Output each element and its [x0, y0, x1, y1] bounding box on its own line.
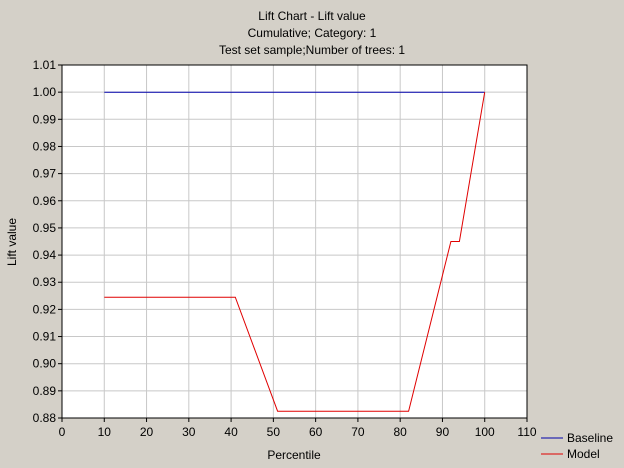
series-line-model: [104, 92, 486, 412]
x-axis-title: Percentile: [267, 448, 321, 462]
y-tick-label: 0.91: [33, 330, 57, 344]
x-tick-label: 60: [309, 425, 323, 439]
x-tick-label: 0: [59, 425, 66, 439]
x-tick-label: 90: [436, 425, 450, 439]
grid-lines: [62, 65, 527, 418]
x-tick-label: 10: [98, 425, 112, 439]
y-tick-label: 0.92: [33, 302, 57, 316]
series-lines: [104, 91, 486, 412]
y-axis-title: Lift value: [5, 218, 19, 266]
y-tick-label: 0.93: [33, 275, 57, 289]
y-tick-label: 1.00: [33, 85, 57, 99]
x-tick-label: 100: [475, 425, 495, 439]
y-tick-label: 0.99: [33, 112, 57, 126]
y-tick-label: 0.95: [33, 221, 57, 235]
x-tick-label: 110: [517, 425, 536, 439]
y-tick-label: 0.96: [33, 194, 57, 208]
y-tick-label: 1.01: [33, 58, 57, 72]
x-tick-label: 80: [394, 425, 408, 439]
y-tick-label: 0.94: [33, 248, 57, 262]
y-tick-label: 0.88: [33, 411, 57, 425]
y-tick-label: 0.90: [33, 357, 57, 371]
axis-ticks: 0 10 20 30 40 50 60 70 80 90 100 110 1.01 1.00 0.99 0.9…: [33, 58, 537, 439]
x-tick-label: 50: [267, 425, 281, 439]
x-tick-label: 40: [224, 425, 238, 439]
plot-area: [61, 64, 528, 419]
x-tick-label: 70: [351, 425, 365, 439]
x-tick-label: 30: [182, 425, 196, 439]
x-tick-label: 20: [140, 425, 154, 439]
plot-frame: [61, 64, 528, 419]
y-tick-label: 0.89: [33, 384, 57, 398]
chart-title-line-1: Lift Chart - Lift value: [258, 9, 366, 23]
chart-title-line-3: Test set sample;Number of trees: 1: [219, 43, 405, 57]
y-tick-label: 0.98: [33, 139, 57, 153]
legend: Baseline Model: [541, 431, 613, 461]
y-tick-label: 0.97: [33, 167, 57, 181]
legend-label-model: Model: [567, 447, 600, 461]
chart-title-line-2: Cumulative; Category: 1: [248, 26, 377, 40]
legend-label-baseline: Baseline: [567, 431, 613, 445]
